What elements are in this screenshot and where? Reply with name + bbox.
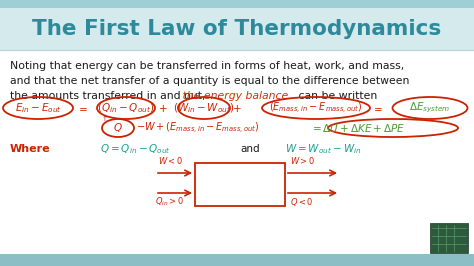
Bar [0,0,474,8]
Text: $W = W_{out} - W_{in}$: $W = W_{out} - W_{in}$ [285,142,362,156]
Text: the amounts transferred in and out,: the amounts transferred in and out, [10,91,206,101]
Text: $+$: $+$ [232,102,242,114]
Text: can be written: can be written [295,91,377,101]
Text: $\Delta E_{system}$: $\Delta E_{system}$ [410,101,451,115]
Text: the energy balance: the energy balance [179,91,288,101]
Bar [0,50,474,266]
Text: $Q = Q_{in} - Q_{out}$: $Q = Q_{in} - Q_{out}$ [100,142,171,156]
Bar [195,163,285,206]
Text: $(E_{mass,in} - E_{mass,out})$: $(E_{mass,in} - E_{mass,out})$ [269,101,363,115]
Text: $Q_{in}>0$: $Q_{in}>0$ [155,196,184,209]
Text: $=$: $=$ [76,103,88,113]
Text: $\uparrow$: $\uparrow$ [100,113,108,123]
Text: $(W_{in} - W_{out})$: $(W_{in} - W_{out})$ [173,101,235,115]
Text: $= \Delta U + \Delta KE + \Delta PE$: $= \Delta U + \Delta KE + \Delta PE$ [310,122,405,134]
Text: $W>0$: $W>0$ [290,155,315,166]
Text: $Q$: $Q$ [113,122,123,135]
Bar [0,254,474,266]
Text: The First Law of Thermodynamics: The First Law of Thermodynamics [32,19,442,39]
Text: and that the net transfer of a quantity is equal to the difference between: and that the net transfer of a quantity … [10,76,410,86]
Text: $(Q_{in} - Q_{out})$: $(Q_{in} - Q_{out})$ [97,101,155,115]
Text: $=$: $=$ [371,103,383,113]
Text: $E_{in} - E_{out}$: $E_{in} - E_{out}$ [15,101,62,115]
Text: $W<0$: $W<0$ [158,155,183,166]
Text: $- W + (E_{mass,in} - E_{mass,out})$: $- W + (E_{mass,in} - E_{mass,out})$ [136,120,260,136]
Text: and: and [240,144,260,154]
Text: Where: Where [10,144,51,154]
Bar [430,223,468,253]
Text: $+$: $+$ [158,102,168,114]
Text: Noting that energy can be transferred in forms of heat, work, and mass,: Noting that energy can be transferred in… [10,61,404,71]
Text: $Q<0$: $Q<0$ [290,196,313,208]
Bar [0,0,474,50]
